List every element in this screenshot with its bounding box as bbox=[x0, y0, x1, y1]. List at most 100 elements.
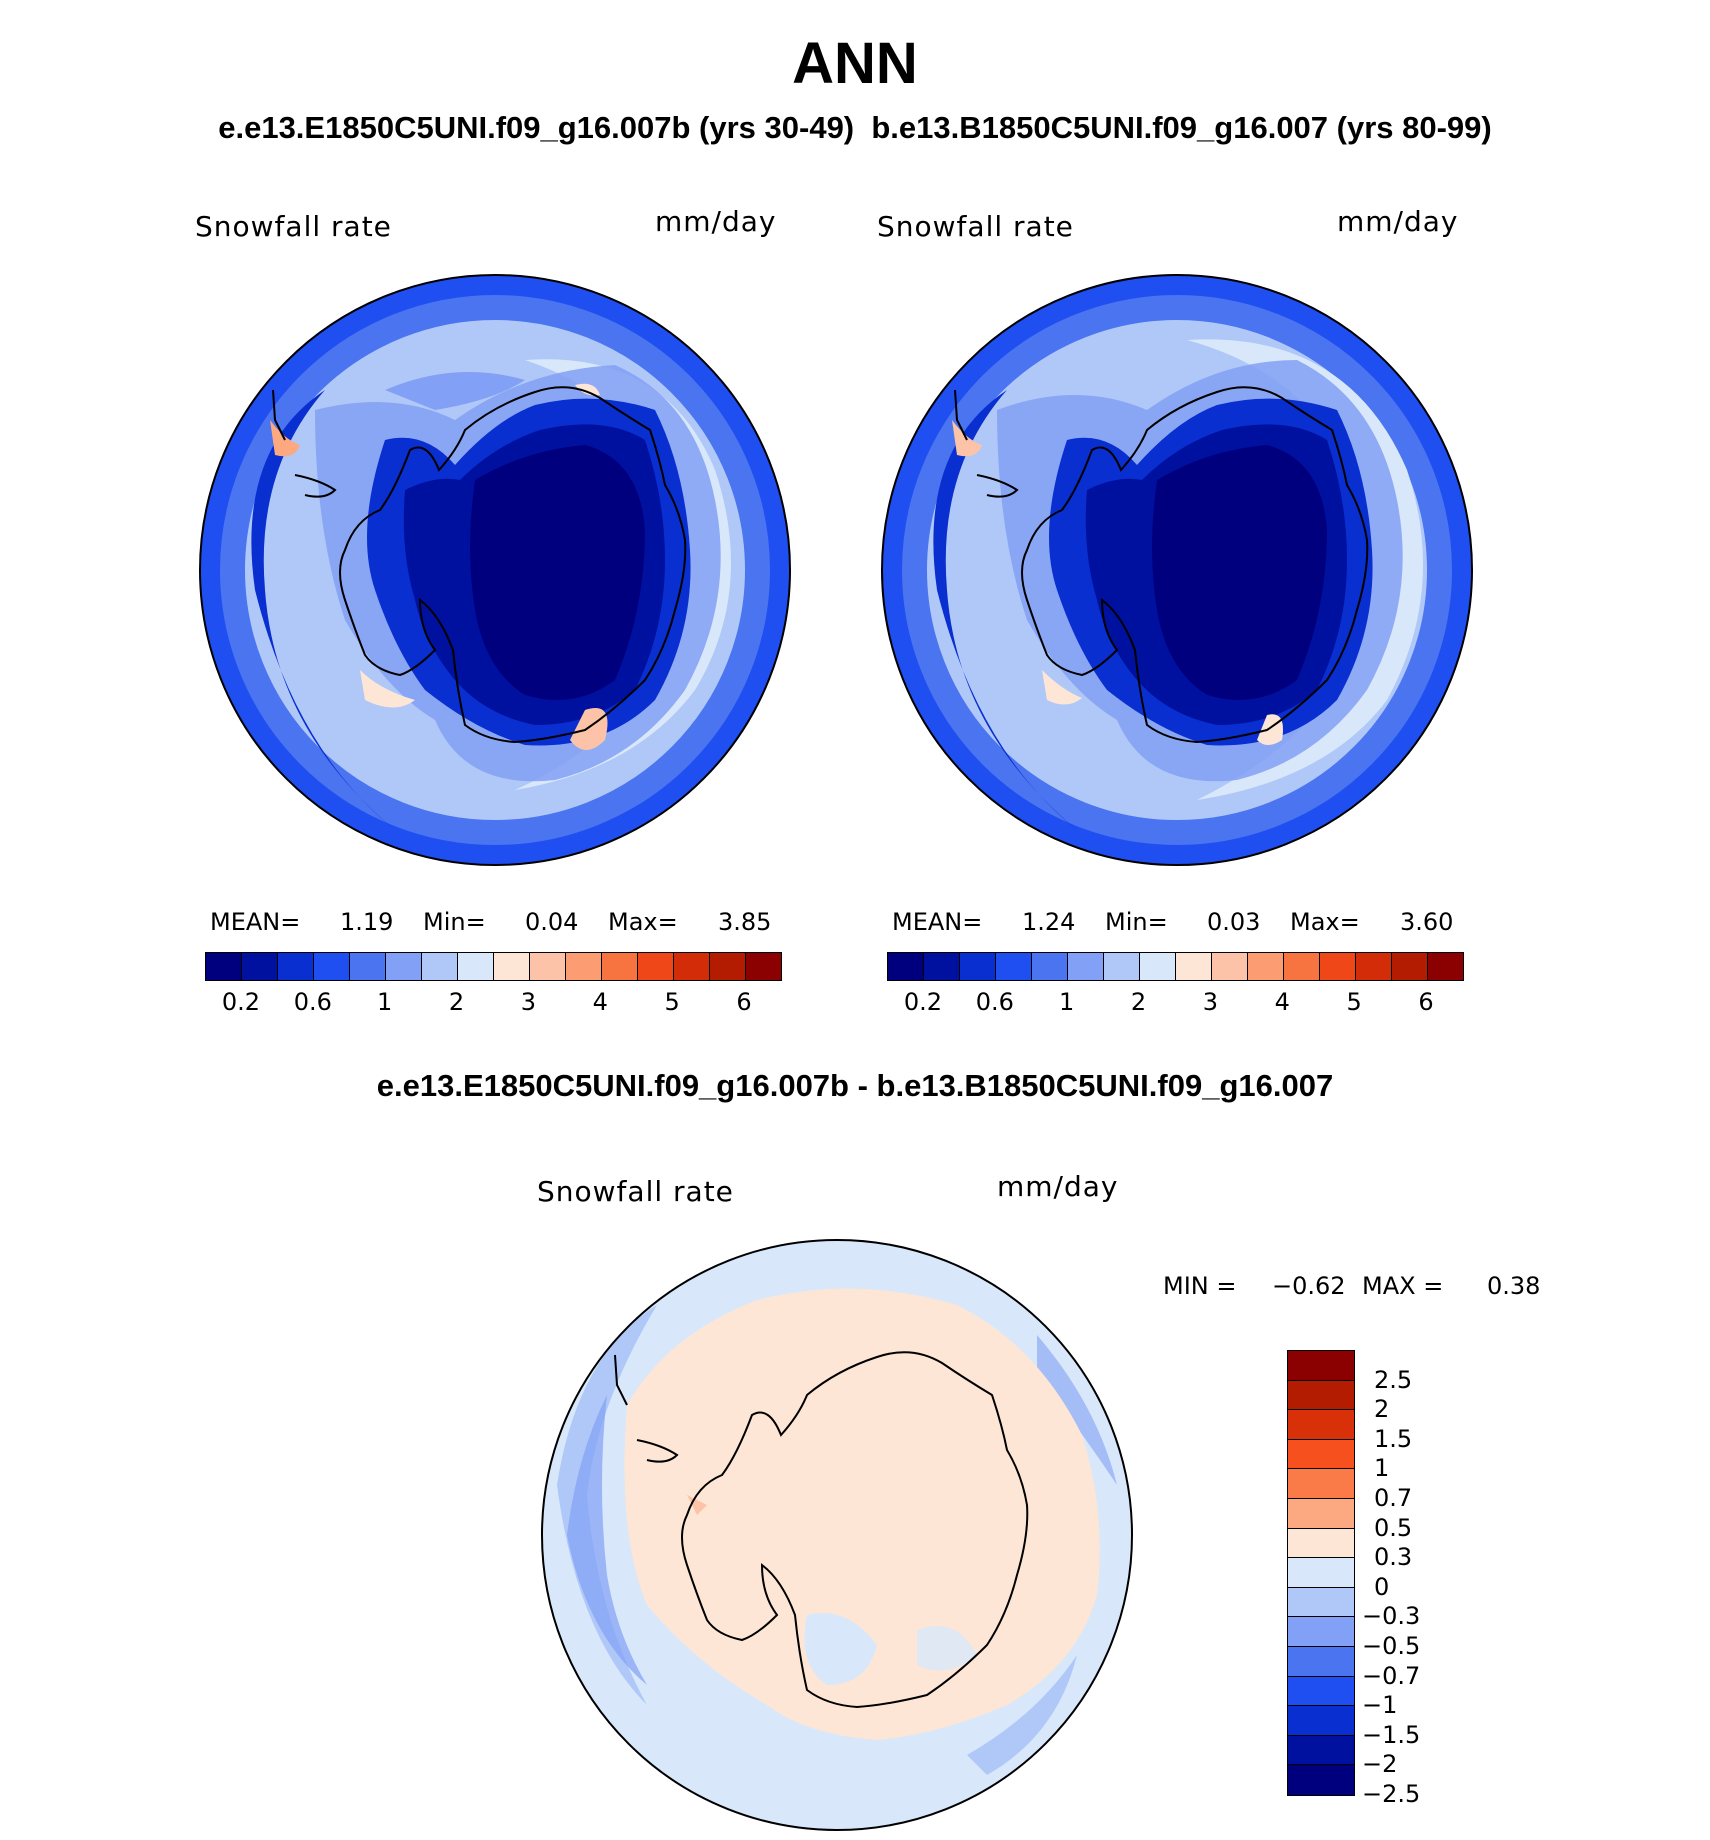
panel2-mean-value: 1.24 bbox=[1022, 908, 1076, 936]
figure-subtitle: e.e13.E1850C5UNI.f09_g16.007b (yrs 30-49… bbox=[0, 110, 1710, 146]
panel2-colorbar-swatch bbox=[1284, 953, 1320, 980]
diff-colorbar-tick-label: −0.7 bbox=[1362, 1661, 1421, 1690]
panel1-colorbar-tick-label: 2 bbox=[448, 988, 465, 1016]
panel2-min-value: 0.03 bbox=[1207, 908, 1261, 936]
panel2-colorbar-tick-label: 2 bbox=[1130, 988, 1147, 1016]
diff-max-value: 0.38 bbox=[1487, 1272, 1541, 1300]
panel1-mean-label: MEAN= bbox=[210, 908, 301, 936]
diff-colorbar-tick-label: −0.3 bbox=[1362, 1602, 1421, 1631]
panel1-colorbar-swatch bbox=[422, 953, 458, 980]
panel1-min-value: 0.04 bbox=[525, 908, 579, 936]
diff-colorbar-swatch bbox=[1288, 1558, 1354, 1588]
diff-colorbar-swatch bbox=[1288, 1351, 1354, 1381]
panel1-colorbar-swatch bbox=[206, 953, 242, 980]
panel2-colorbar-swatch bbox=[1212, 953, 1248, 980]
panel1-colorbar-tick-label: 6 bbox=[736, 988, 752, 1016]
panel2-max-label: Max= bbox=[1290, 908, 1360, 936]
panel2-colorbar-swatch bbox=[924, 953, 960, 980]
panel2-colorbar-swatch bbox=[1176, 953, 1212, 980]
panel1-variable: Snowfall rate bbox=[195, 210, 392, 243]
diff-colorbar-swatch bbox=[1288, 1646, 1354, 1677]
panel2-colorbar-swatch bbox=[1140, 953, 1176, 980]
panel2-polar-map bbox=[881, 274, 1473, 866]
panel1-colorbar-swatch bbox=[566, 953, 602, 980]
panel1-polar-map bbox=[199, 274, 791, 866]
diff-colorbar-tick-label: 1.5 bbox=[1374, 1424, 1413, 1453]
diff-colorbar-tick-label: 0 bbox=[1374, 1572, 1390, 1601]
panel1-colorbar-swatch bbox=[386, 953, 422, 980]
diff-colorbar bbox=[1287, 1350, 1355, 1796]
panel1-colorbar-tick-label: 3 bbox=[520, 988, 537, 1016]
panel1-min-label: Min= bbox=[423, 908, 486, 936]
difference-title: e.e13.E1850C5UNI.f09_g16.007b - b.e13.B1… bbox=[376, 1068, 1334, 1103]
panel2-colorbar-tick-label: 0.6 bbox=[975, 988, 1014, 1016]
diff-colorbar-tick-label: 0.3 bbox=[1374, 1543, 1413, 1572]
panel2-colorbar-swatch bbox=[1320, 953, 1356, 980]
panel1-mean-value: 1.19 bbox=[340, 908, 394, 936]
panel1-colorbar-tick-label: 5 bbox=[664, 988, 680, 1016]
panel2-colorbar-swatch bbox=[996, 953, 1032, 980]
panel2-min-label: Min= bbox=[1105, 908, 1168, 936]
diff-colorbar-tick-label: −1 bbox=[1362, 1691, 1398, 1720]
panel2-mean-label: MEAN= bbox=[892, 908, 983, 936]
panel1-colorbar-swatch bbox=[530, 953, 566, 980]
panel1-colorbar-swatch bbox=[710, 953, 746, 980]
diff-units: mm/day bbox=[997, 1170, 1119, 1203]
panel2-colorbar-tick-label: 6 bbox=[1418, 988, 1434, 1016]
diff-colorbar-swatch bbox=[1288, 1706, 1354, 1736]
panel2-colorbar-tick-label: 4 bbox=[1274, 988, 1290, 1016]
diff-colorbar-swatch bbox=[1288, 1380, 1354, 1411]
panel1-colorbar-tick-label: 0.2 bbox=[221, 988, 261, 1016]
panel1-colorbar-swatch bbox=[638, 953, 674, 980]
panel1-colorbar-swatch bbox=[602, 953, 638, 980]
panel2-variable: Snowfall rate bbox=[877, 210, 1074, 243]
figure-title: ANN bbox=[792, 31, 918, 96]
diff-colorbar-tick-label: 0.7 bbox=[1374, 1484, 1413, 1512]
diff-colorbar-swatch bbox=[1288, 1676, 1354, 1707]
panel1-max-label: Max= bbox=[608, 908, 678, 936]
panel2-colorbar-swatch bbox=[1104, 953, 1140, 980]
panel2-max-value: 3.60 bbox=[1400, 908, 1454, 936]
panel1-units: mm/day bbox=[655, 205, 777, 238]
panel1-colorbar-swatch bbox=[674, 953, 710, 980]
diff-min-value: −0.62 bbox=[1272, 1272, 1346, 1300]
diff-colorbar-swatch bbox=[1288, 1617, 1354, 1647]
panel2-colorbar-swatch bbox=[1428, 953, 1463, 980]
panel1-colorbar-swatch bbox=[494, 953, 530, 980]
diff-colorbar-swatch bbox=[1288, 1498, 1354, 1529]
diff-min-label: MIN = bbox=[1163, 1272, 1237, 1300]
diff-colorbar-tick-label: 2 bbox=[1374, 1395, 1390, 1424]
diff-colorbar-swatch bbox=[1288, 1469, 1354, 1499]
panel2-colorbar-tick-label: 1 bbox=[1059, 988, 1075, 1016]
diff-colorbar-tick-label: −1.5 bbox=[1362, 1720, 1421, 1749]
diff-colorbar-tick-label: 0.5 bbox=[1374, 1513, 1413, 1542]
diff-colorbar-swatch bbox=[1288, 1410, 1354, 1440]
diff-colorbar-swatch bbox=[1288, 1528, 1354, 1559]
subtitle-case2: b.e13.B1850C5UNI.f09_g16.007 (yrs 80-99) bbox=[871, 110, 1492, 145]
panel2-units: mm/day bbox=[1337, 205, 1459, 238]
panel1-colorbar-tick-label: 0.6 bbox=[293, 988, 332, 1016]
panel1-colorbar-tick-label: 4 bbox=[592, 988, 608, 1016]
panel2-colorbar-swatch bbox=[1068, 953, 1104, 980]
diff-colorbar-swatch bbox=[1288, 1439, 1354, 1470]
panel2-colorbar bbox=[887, 952, 1464, 981]
panel2-colorbar-ticks: 0.2 0.6 1 2 3 4 5 6 bbox=[887, 988, 1462, 1020]
panel2-colorbar-swatch bbox=[1356, 953, 1392, 980]
panel2-colorbar-tick-label: 5 bbox=[1346, 988, 1362, 1016]
panel1-colorbar bbox=[205, 952, 782, 981]
diff-max-label: MAX = bbox=[1362, 1272, 1444, 1300]
panel2-colorbar-swatch bbox=[960, 953, 996, 980]
diff-polar-map bbox=[541, 1239, 1133, 1831]
panel1-colorbar-swatch bbox=[278, 953, 314, 980]
diff-colorbar-tick-label: 2.5 bbox=[1374, 1365, 1413, 1394]
diff-colorbar-swatch bbox=[1288, 1735, 1354, 1766]
panel1-colorbar-swatch bbox=[350, 953, 386, 980]
panel1-colorbar-ticks: 0.2 0.6 1 2 3 4 5 6 bbox=[205, 988, 780, 1020]
diff-colorbar-tick-label: −2.5 bbox=[1362, 1780, 1421, 1808]
panel2-colorbar-swatch bbox=[1248, 953, 1284, 980]
diff-colorbar-ticks: 2.5 2 1.5 1 0.7 0.5 0.3 0 −0.3 −0.5 −0.7 −1 −1.5 −2 −2… bbox=[1362, 1350, 1482, 1830]
diff-colorbar-swatch bbox=[1288, 1587, 1354, 1618]
panel2-colorbar-swatch bbox=[1032, 953, 1068, 980]
panel1-max-value: 3.85 bbox=[718, 908, 772, 936]
panel1-colorbar-swatch bbox=[314, 953, 350, 980]
